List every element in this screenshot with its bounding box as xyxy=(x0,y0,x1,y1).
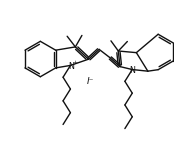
Text: N: N xyxy=(68,62,74,71)
Text: +: + xyxy=(72,60,77,65)
Text: I⁻: I⁻ xyxy=(87,78,94,86)
Text: N: N xyxy=(130,66,136,75)
